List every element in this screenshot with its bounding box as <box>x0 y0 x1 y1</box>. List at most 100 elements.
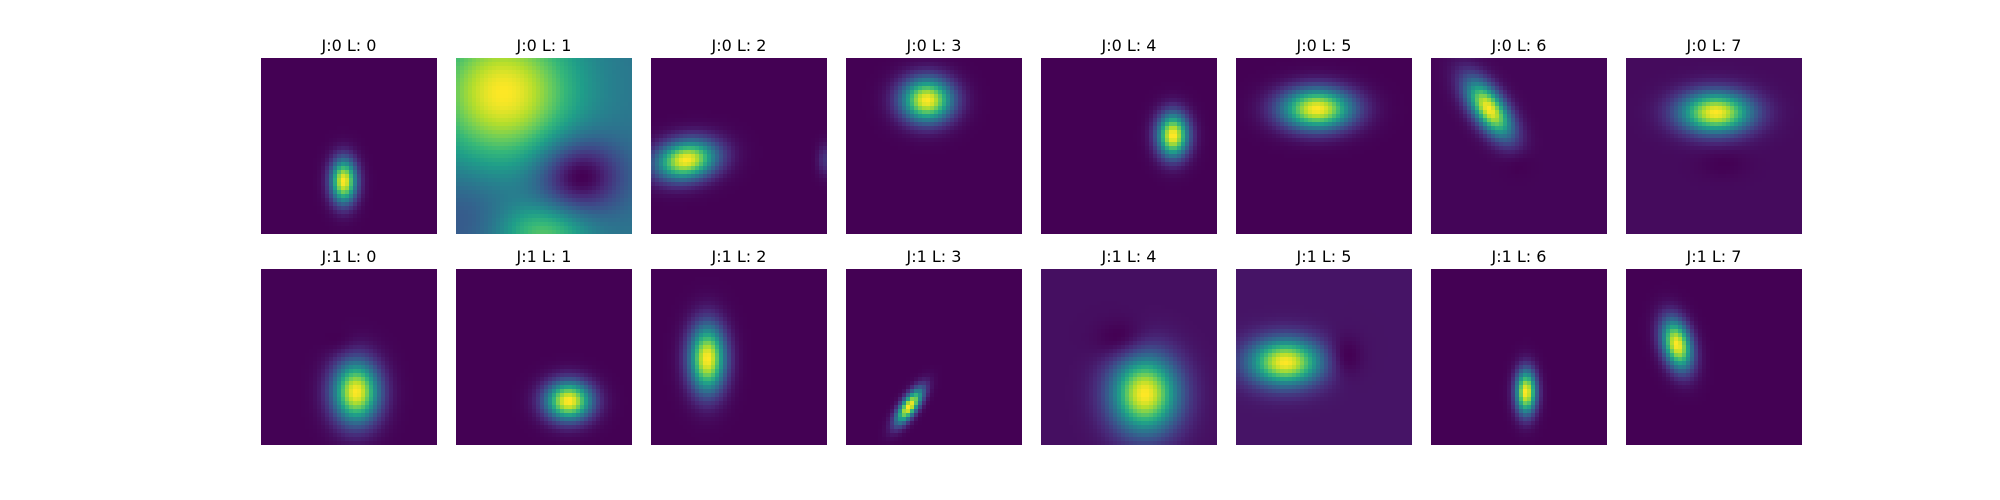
heatmap-cell <box>321 162 326 167</box>
heatmap-cell <box>273 150 278 155</box>
heatmap-cell <box>743 66 748 71</box>
heatmap-cell <box>385 86 390 91</box>
heatmap-cell <box>763 130 768 135</box>
heatmap-cell <box>377 106 382 111</box>
heatmap-cell <box>580 194 585 199</box>
heatmap-cell <box>468 150 473 155</box>
heatmap-cell <box>723 138 728 143</box>
heatmap-cell <box>341 154 346 159</box>
heatmap-cell <box>576 206 581 211</box>
heatmap-cell <box>273 142 278 147</box>
heatmap-cell <box>544 138 549 143</box>
heatmap-cell <box>456 110 461 115</box>
heatmap-cell <box>329 102 334 107</box>
heatmap-cell <box>476 122 481 127</box>
heatmap-cell <box>791 134 796 139</box>
heatmap-cell <box>532 98 537 103</box>
heatmap-cell <box>381 162 386 167</box>
heatmap-cell <box>663 122 668 127</box>
heatmap-cell <box>321 62 326 67</box>
heatmap-cell <box>520 182 525 187</box>
heatmap-cell <box>289 206 294 211</box>
heatmap-cell <box>548 102 553 107</box>
heatmap-cell <box>337 222 342 227</box>
heatmap-cell <box>508 230 513 234</box>
heatmap-cell <box>723 82 728 87</box>
heatmap-cell <box>301 90 306 95</box>
heatmap-cell <box>333 198 338 203</box>
heatmap-cell <box>691 130 696 135</box>
heatmap-cell <box>683 146 688 151</box>
heatmap-cell <box>576 158 581 163</box>
heatmap-cell <box>377 230 382 234</box>
heatmap-cell <box>409 86 414 91</box>
heatmap-cell <box>795 130 800 135</box>
heatmap-cell <box>564 162 569 167</box>
heatmap-cell <box>568 66 573 71</box>
heatmap-cell <box>373 166 378 171</box>
heatmap-cell <box>612 198 617 203</box>
heatmap-cell <box>532 170 537 175</box>
heatmap-cell <box>516 178 521 183</box>
heatmap-cell <box>476 110 481 115</box>
heatmap-cell <box>504 98 509 103</box>
heatmap-cell <box>265 110 270 115</box>
heatmap-cell <box>289 190 294 195</box>
heatmap-cell <box>815 142 820 147</box>
heatmap-cell <box>496 202 501 207</box>
heatmap-cell <box>349 138 354 143</box>
heatmap-cell <box>464 106 469 111</box>
heatmap-cell <box>600 182 605 187</box>
heatmap-cell <box>273 126 278 131</box>
heatmap-cell <box>524 114 529 119</box>
heatmap-cell <box>345 154 350 159</box>
heatmap-cell <box>779 94 784 99</box>
heatmap-cell <box>548 70 553 75</box>
heatmap-cell <box>361 226 366 231</box>
heatmap-cell <box>588 198 593 203</box>
heatmap-cell <box>460 166 465 171</box>
heatmap-cell <box>695 134 700 139</box>
heatmap-cell <box>325 114 330 119</box>
heatmap-cell <box>401 110 406 115</box>
heatmap-cell <box>524 218 529 223</box>
heatmap-cell <box>711 118 716 123</box>
heatmap-cell <box>592 198 597 203</box>
heatmap-cell <box>341 74 346 79</box>
heatmap-cell <box>807 94 812 99</box>
heatmap-cell <box>651 58 656 63</box>
heatmap-cell <box>401 106 406 111</box>
heatmap-cell <box>655 130 660 135</box>
heatmap-cell <box>297 122 302 127</box>
heatmap-cell <box>751 102 756 107</box>
heatmap-cell <box>265 78 270 83</box>
heatmap-cell <box>823 74 827 79</box>
heatmap-cell <box>687 138 692 143</box>
heatmap-cell <box>516 154 521 159</box>
heatmap-cell <box>532 218 537 223</box>
heatmap-cell <box>763 142 768 147</box>
heatmap-cell <box>624 210 629 215</box>
heatmap-cell <box>560 94 565 99</box>
heatmap-cell <box>500 210 505 215</box>
heatmap-cell <box>544 186 549 191</box>
heatmap-cell <box>604 174 609 179</box>
heatmap-cell <box>349 202 354 207</box>
heatmap-cell <box>663 126 668 131</box>
heatmap-cell <box>353 98 358 103</box>
heatmap-cell <box>755 110 760 115</box>
heatmap-cell <box>528 114 533 119</box>
heatmap-cell <box>277 214 282 219</box>
heatmap-cell <box>616 194 621 199</box>
heatmap-cell <box>544 162 549 167</box>
heatmap-cell <box>337 146 342 151</box>
heatmap-cell <box>747 146 752 151</box>
heatmap-cell <box>532 174 537 179</box>
heatmap-cell <box>592 122 597 127</box>
heatmap-cell <box>528 110 533 115</box>
heatmap-cell <box>596 214 601 219</box>
heatmap-cell <box>552 102 557 107</box>
heatmap-cell <box>373 98 378 103</box>
heatmap-cell <box>401 86 406 91</box>
heatmap-cell <box>715 66 720 71</box>
